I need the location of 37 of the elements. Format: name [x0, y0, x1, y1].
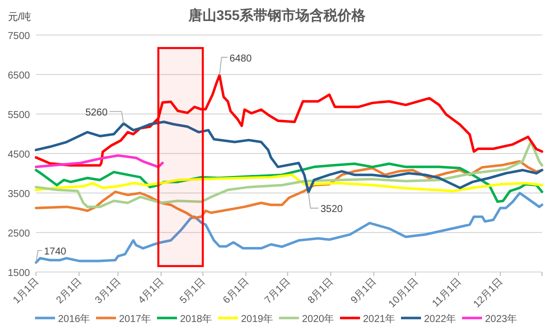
- annotation: 1740: [44, 246, 67, 258]
- x-tick-label: 11月1日: [430, 276, 464, 310]
- annotation: 6480: [219, 53, 252, 76]
- legend-label: 2020年: [302, 313, 334, 325]
- legend-label: 2016年: [58, 313, 90, 325]
- x-tick-label: 10月1日: [386, 276, 421, 310]
- annotation: 3520: [320, 204, 344, 216]
- x-tick-label: 3月1日: [93, 276, 124, 306]
- legend-label: 2019年: [241, 313, 274, 325]
- x-tick-label: 7月1日: [262, 276, 293, 306]
- annotation: 1740: [36, 246, 66, 263]
- legend-label: 2017年: [119, 313, 152, 325]
- chart-title: 唐山355系带钢市场含税价格: [187, 7, 367, 23]
- legend-label: 2021年: [363, 313, 396, 325]
- y-tick-label: 4500: [8, 150, 30, 160]
- annotation: 3520: [308, 192, 343, 216]
- y-tick-label: 6500: [8, 70, 30, 82]
- x-tick-label: 1月1日: [11, 276, 42, 306]
- legend-label: 2018年: [180, 313, 212, 325]
- y-tick-label: 7500: [8, 31, 30, 42]
- legend-label: 2023年: [485, 313, 518, 325]
- legend-label: 2022年: [424, 313, 456, 325]
- x-tick-label: 8月1日: [306, 276, 336, 306]
- x-tick-label: 6月1日: [221, 276, 252, 306]
- x-tick-label: 4月1日: [136, 276, 166, 306]
- x-tick-label: 2月1日: [54, 276, 84, 306]
- y-tick-label: 3500: [8, 189, 30, 200]
- annotation: 5260: [85, 107, 124, 124]
- x-tick-label: 5月1日: [178, 276, 208, 306]
- x-tick-label: 12月1日: [472, 276, 506, 310]
- y-tick-label: 5500: [8, 110, 30, 121]
- annotation: 5260: [85, 107, 108, 118]
- y-tick-label: 2500: [8, 228, 30, 240]
- y-axis-title: 元/吨: [8, 11, 31, 23]
- y-tick-label: 1500: [8, 268, 30, 279]
- x-tick-label: 9月1日: [349, 276, 379, 306]
- annotation: 6480: [229, 53, 252, 64]
